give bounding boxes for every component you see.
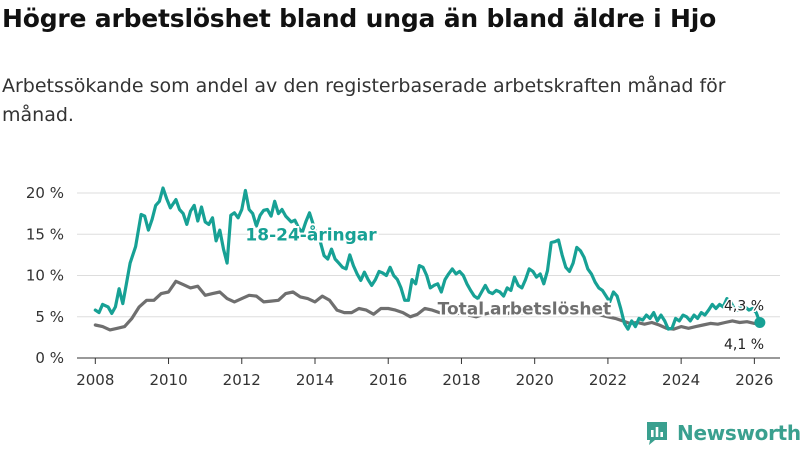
y-tick-label: 15 % <box>26 225 64 243</box>
x-axis: 2008 2010 2012 2014 2016 2018 2020 2022 2024 2026 <box>76 357 780 389</box>
y-axis-labels: 0 % 5 % 10 % 15 % 20 % <box>26 184 64 367</box>
series-labels: 18-24-åringar Total arbetslöshet 4,3 % 4,1 … <box>243 221 765 354</box>
bar-chart-icon <box>647 422 667 445</box>
x-tick-label: 2008 <box>76 371 114 389</box>
y-tick-label: 5 % <box>35 308 64 326</box>
chart-title: Högre arbetslöshet bland unga än bland ä… <box>2 4 717 33</box>
x-tick-label: 2018 <box>442 371 480 389</box>
x-tick-label: 2010 <box>149 371 187 389</box>
series-lines <box>93 186 766 332</box>
x-tick-label: 2012 <box>223 371 261 389</box>
brand-name: Newsworthy <box>677 421 800 445</box>
end-point-dot <box>754 317 766 329</box>
grid-lines <box>77 192 780 318</box>
y-tick-label: 20 % <box>26 184 64 202</box>
series-label-1: Total arbetslöshet <box>438 300 612 320</box>
series-label-0: 18-24-åringar <box>245 223 377 245</box>
x-tick-label: 2026 <box>735 371 773 389</box>
x-tick-label: 2024 <box>662 371 700 389</box>
chart-subtitle: Arbetssökande som andel av den registerb… <box>2 75 726 126</box>
end-value-label-1: 4,1 % <box>724 337 764 353</box>
end-value-label-0: 4,3 % <box>724 299 764 315</box>
series-line-18-24-ringar <box>93 186 762 331</box>
x-tick-label: 2014 <box>296 371 334 389</box>
x-tick-label: 2016 <box>369 371 407 389</box>
series-line-total-arbetsl-shet <box>93 279 762 332</box>
x-tick-label: 2022 <box>589 371 627 389</box>
y-tick-label: 0 % <box>35 349 64 367</box>
newsworthy-logo[interactable]: Newsworthy <box>645 420 800 446</box>
y-tick-label: 10 % <box>26 267 64 285</box>
x-tick-label: 2020 <box>516 371 554 389</box>
